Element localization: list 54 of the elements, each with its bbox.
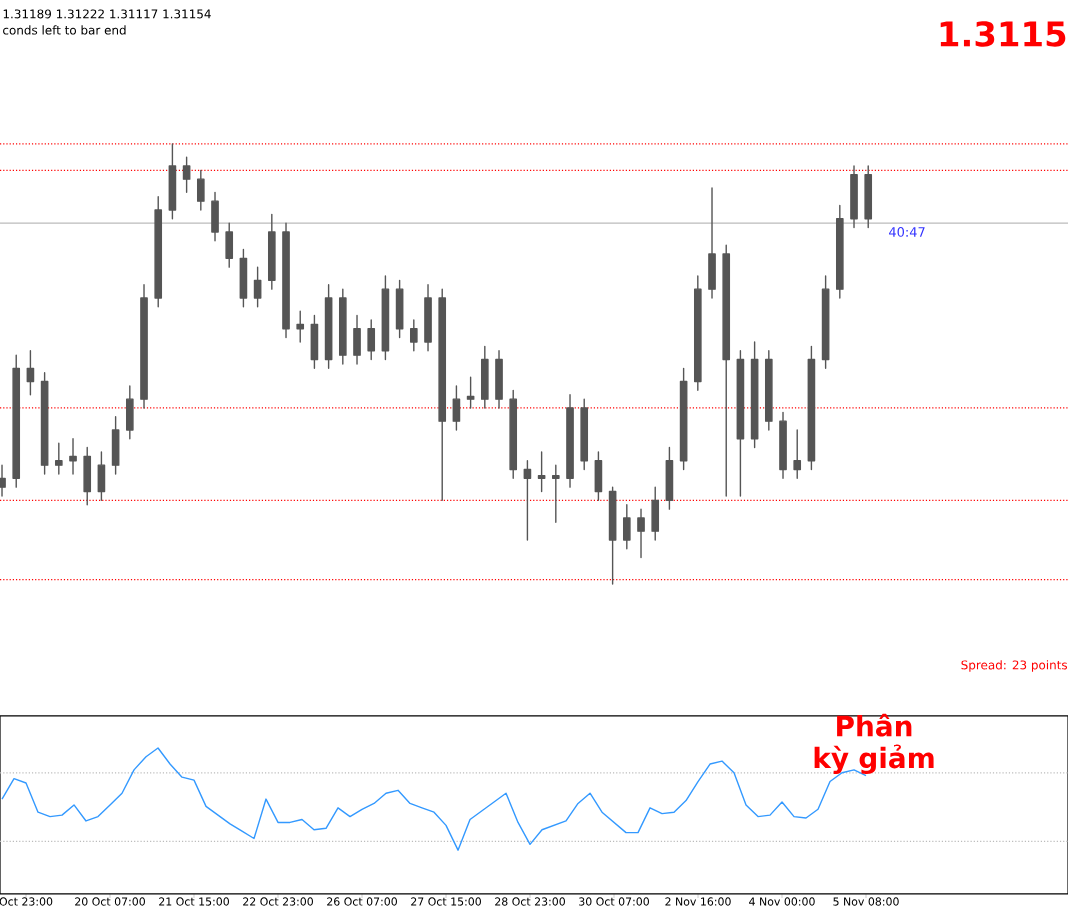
candlestick: [140, 284, 148, 409]
candlestick: [196, 169, 205, 211]
candlestick: [424, 284, 432, 352]
candlestick: [580, 398, 589, 471]
candlestick: [495, 350, 503, 409]
candlestick: [40, 372, 49, 475]
candlestick: [69, 438, 77, 475]
candlestick: [395, 279, 404, 339]
candlestick: [793, 429, 802, 480]
candlestick: [722, 244, 731, 497]
candlestick: [679, 367, 688, 471]
annotation: Phân kỳ giảm: [814, 713, 934, 775]
candlestick: [807, 345, 816, 471]
candlestick: [12, 354, 21, 488]
candlestick: [594, 451, 603, 502]
candlestick: [864, 165, 873, 229]
candlestick: [551, 464, 560, 524]
candlestick: [282, 222, 290, 339]
candlestick: [211, 191, 219, 242]
candlestick: [97, 451, 106, 502]
candlestick: [125, 385, 134, 440]
candlestick: [381, 275, 390, 361]
candlestick: [239, 248, 248, 308]
candlestick: [637, 508, 645, 559]
candlestick: [764, 350, 773, 431]
candlestick: [353, 314, 361, 365]
candlestick: [750, 341, 759, 449]
candlestick: [566, 394, 574, 488]
candlestick: [0, 464, 6, 497]
candlestick: [665, 446, 674, 510]
candlestick: [509, 389, 518, 480]
text: 1.3115: [940, 21, 1066, 47]
candlestick: [708, 187, 716, 299]
candlestick: [267, 213, 276, 290]
candlestick: [452, 385, 461, 431]
candlestick: [622, 504, 631, 550]
candlestick: [850, 165, 858, 229]
candlestick: [821, 275, 830, 370]
candlestick: [154, 196, 163, 308]
candlestick: [225, 222, 234, 268]
candlestick: [779, 411, 787, 480]
candlestick: [324, 284, 333, 370]
candlestick: [111, 416, 120, 475]
candlestick: [338, 288, 347, 365]
candlestick: [651, 486, 660, 541]
candlestick: [168, 143, 177, 220]
candlestick: [438, 288, 447, 502]
candlestick: [835, 204, 844, 299]
candlestick: [83, 446, 92, 506]
candlestick: [694, 275, 702, 392]
candlestick: [55, 442, 63, 475]
candlestick: [367, 319, 376, 361]
candlestick: [480, 345, 489, 409]
candlestick: [409, 319, 418, 352]
